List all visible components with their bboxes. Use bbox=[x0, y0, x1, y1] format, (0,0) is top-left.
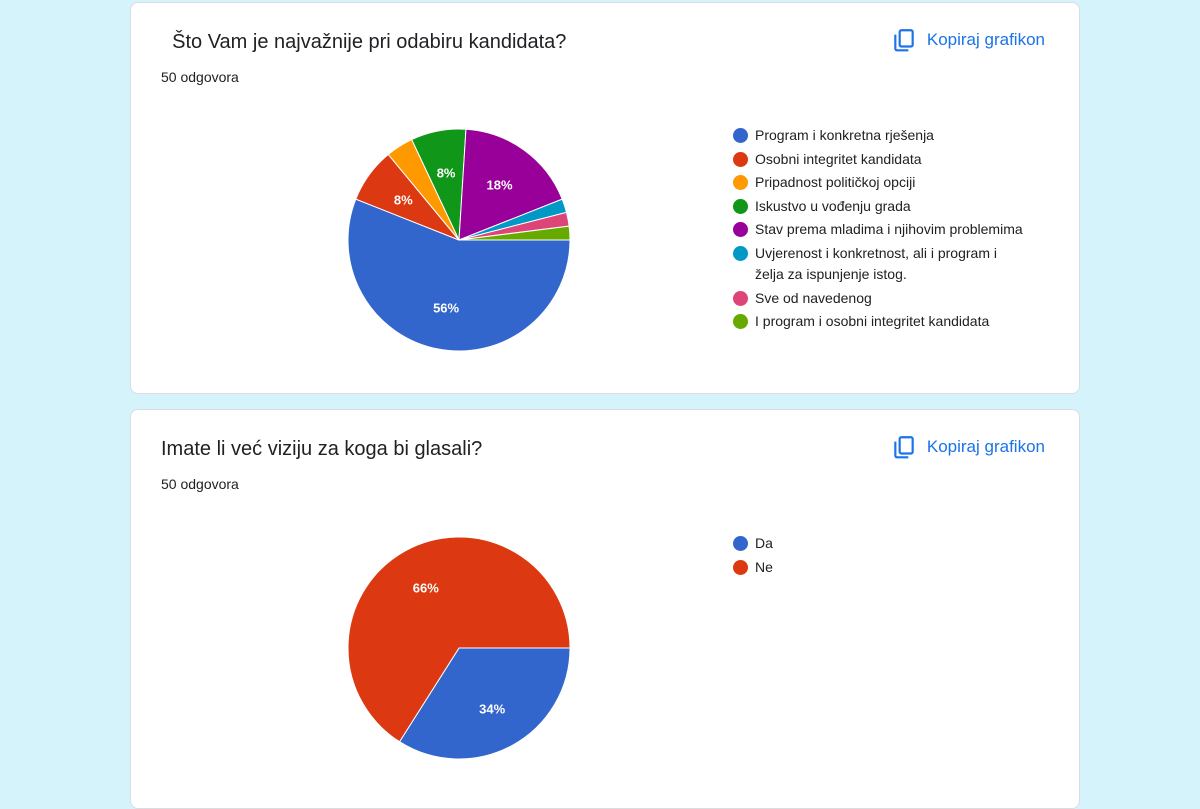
copy-chart-button[interactable]: Kopiraj grafikon bbox=[891, 27, 1045, 53]
chart-legend: Da Ne bbox=[733, 533, 1025, 580]
question-card: Što Vam je najvažnije pri odabiru kandid… bbox=[130, 2, 1080, 394]
slice-data-label: 56% bbox=[433, 301, 459, 316]
response-count: 50 odgovora bbox=[161, 476, 239, 492]
legend-swatch bbox=[733, 314, 748, 329]
legend-swatch bbox=[733, 245, 748, 261]
pie-slice bbox=[347, 536, 571, 743]
question-title: Što Vam je najvažnije pri odabiru kandid… bbox=[161, 31, 567, 53]
legend-label: I program i osobni integritet kandidata bbox=[755, 313, 990, 329]
legend-item: Program i konkretna rješenja bbox=[733, 125, 1025, 147]
legend-swatch bbox=[733, 151, 748, 167]
copy-chart-button[interactable]: Kopiraj grafikon bbox=[891, 434, 1045, 460]
legend-item: Osobni integritet kandidata bbox=[733, 149, 1025, 171]
legend-swatch bbox=[733, 222, 748, 237]
legend-label: Ne bbox=[755, 558, 773, 575]
copy-icon bbox=[894, 29, 914, 52]
legend-label: Uvjerenost i konkretnost, ali i program … bbox=[755, 244, 997, 283]
copy-chart-label: Kopiraj grafikon bbox=[926, 437, 1045, 456]
question-title: Imate li već viziju za koga bi glasali? bbox=[161, 438, 483, 460]
legend-swatch bbox=[733, 128, 748, 143]
pie-slice bbox=[458, 128, 563, 241]
legend-swatch bbox=[733, 175, 748, 190]
legend-item: Sve od navedenog bbox=[733, 288, 1025, 310]
legend-swatch bbox=[733, 198, 748, 214]
legend-label: Stav prema mladima i njihovim problemima bbox=[755, 221, 1023, 237]
question-card: Imate li već viziju za koga bi glasali? … bbox=[130, 409, 1080, 809]
legend-item: Iskustvo u vođenju grada bbox=[733, 196, 1025, 218]
legend-label: Osobni integritet kandidata bbox=[755, 150, 922, 167]
legend-label: Program i konkretna rješenja bbox=[755, 127, 934, 143]
legend-item: Uvjerenost i konkretnost, ali i program … bbox=[733, 243, 1025, 286]
response-count: 50 odgovora bbox=[161, 69, 239, 85]
pie-chart: 34% 66% bbox=[347, 536, 571, 760]
pie-chart: 56% 8% 8% 18% bbox=[347, 128, 571, 352]
legend-swatch bbox=[733, 290, 748, 306]
slice-data-label: 34% bbox=[479, 701, 505, 716]
legend-item: Ne bbox=[733, 557, 1025, 579]
copy-icon bbox=[894, 436, 914, 459]
slice-data-label: 18% bbox=[486, 177, 512, 192]
legend-item: Da bbox=[733, 533, 1025, 555]
legend-label: Sve od navedenog bbox=[755, 289, 872, 306]
slice-data-label: 66% bbox=[413, 581, 439, 596]
pie-slice bbox=[398, 647, 571, 760]
legend-label: Pripadnost političkoj opciji bbox=[755, 174, 916, 190]
legend-item: I program i osobni integritet kandidata bbox=[733, 311, 1025, 333]
pie-slice bbox=[458, 225, 571, 241]
legend-swatch bbox=[733, 559, 748, 575]
chart-legend: Program i konkretna rješenja Osobni integ… bbox=[733, 125, 1025, 335]
legend-item: Pripadnost političkoj opciji bbox=[733, 172, 1025, 194]
copy-chart-label: Kopiraj grafikon bbox=[926, 30, 1045, 49]
legend-label: Iskustvo u vođenju grada bbox=[755, 197, 911, 214]
pie-slice bbox=[347, 198, 571, 352]
slice-data-label: 8% bbox=[437, 165, 456, 180]
legend-swatch bbox=[733, 536, 748, 551]
slice-data-label: 8% bbox=[394, 193, 413, 208]
legend-item: Stav prema mladima i njihovim problemima bbox=[733, 219, 1025, 241]
legend-label: Da bbox=[755, 535, 773, 551]
